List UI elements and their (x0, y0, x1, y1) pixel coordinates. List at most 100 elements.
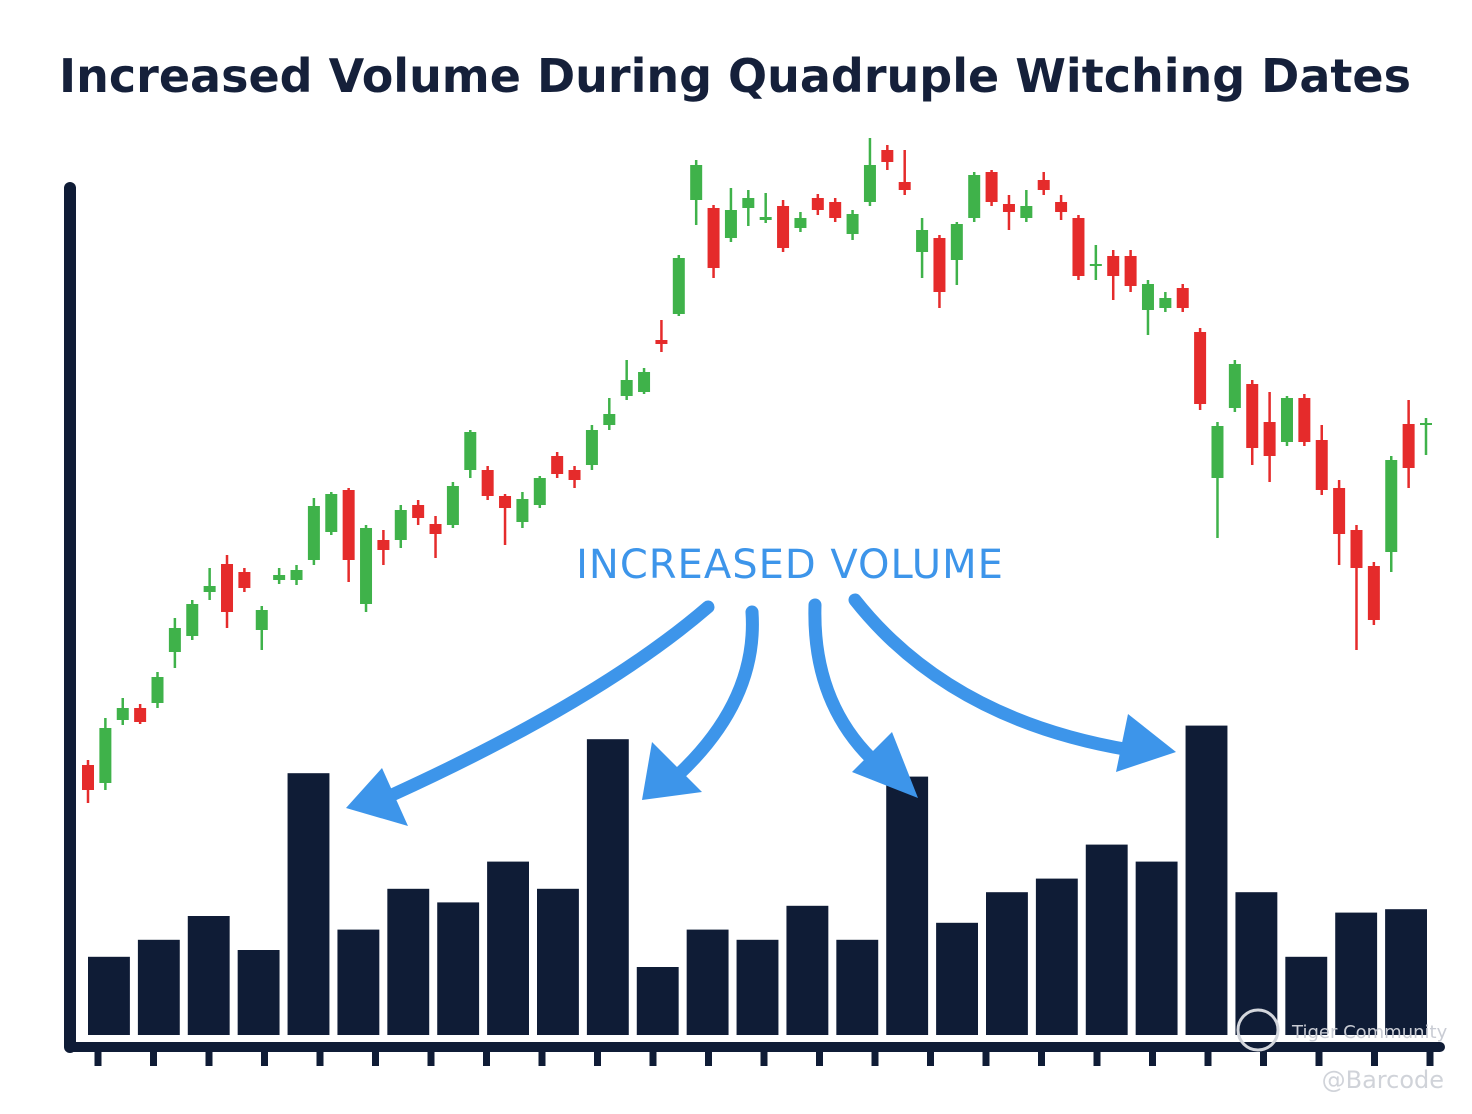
candle-body (742, 198, 755, 208)
candle-body (1228, 364, 1241, 408)
candle-body (863, 165, 876, 202)
candle-body (811, 198, 824, 210)
candle-body (1298, 398, 1311, 442)
candle-body (985, 172, 998, 202)
volume-bar (137, 939, 180, 1035)
candle-body (307, 506, 320, 560)
candle-body (1072, 218, 1085, 276)
candle-body (1385, 460, 1398, 552)
candle-body (446, 486, 459, 525)
candle-body (1333, 488, 1346, 534)
candle-body (950, 224, 963, 260)
candle-body (777, 206, 790, 248)
watermark: @Barcode (1322, 1066, 1444, 1094)
volume-bar (1335, 912, 1378, 1035)
candle-body (116, 708, 129, 720)
volume-bar (237, 950, 280, 1035)
candle-body (1141, 284, 1154, 310)
candle-body (82, 765, 94, 790)
volume-bar (1135, 861, 1178, 1035)
volume-bar (1285, 956, 1328, 1035)
candle-body (1159, 298, 1172, 308)
volume-bar (1035, 878, 1078, 1035)
arrow-head (346, 768, 408, 826)
arrow-head (1116, 714, 1176, 772)
candle-body (342, 490, 355, 560)
candle-body (933, 238, 946, 292)
candle-body (499, 496, 512, 508)
candle-body (377, 540, 390, 550)
candle-body (1315, 440, 1328, 490)
arrow-head (642, 742, 702, 800)
candle-body (829, 202, 842, 218)
candle-body (221, 564, 234, 612)
candle-layer (82, 138, 1432, 803)
volume-bar (986, 892, 1028, 1035)
candle-body (620, 380, 633, 396)
candle-body (1263, 422, 1276, 456)
candle-body (516, 499, 529, 522)
volume-bar (786, 905, 829, 1035)
chart-title: Increased Volume During Quadruple Witchi… (59, 49, 1411, 103)
x-ticks (94, 1050, 1434, 1066)
candle-body (1367, 566, 1380, 620)
candle-body (794, 218, 807, 228)
volume-bar (187, 916, 230, 1035)
candle-body (1420, 423, 1432, 425)
candle-body (1020, 206, 1033, 218)
volume-bar (586, 739, 629, 1035)
candle-body (1124, 256, 1137, 286)
candle-body (481, 470, 494, 496)
candle-body (168, 628, 181, 652)
candle-body (325, 494, 338, 532)
arrow-head (852, 732, 918, 798)
volume-bar (337, 929, 380, 1035)
candle-body (1246, 384, 1259, 448)
volume-bar (537, 888, 579, 1035)
candle-body (690, 165, 703, 200)
candle-body (846, 214, 859, 234)
candle-body (151, 677, 164, 703)
axes (64, 182, 1445, 1053)
arrow (848, 593, 1137, 757)
candle-body (724, 210, 737, 238)
candle-body (429, 524, 442, 534)
candle-body (1107, 256, 1120, 276)
candle-body (655, 340, 668, 344)
volume-bar (686, 929, 729, 1035)
candle-body (1089, 264, 1102, 266)
candle-body (1402, 424, 1415, 468)
candle-body (238, 572, 251, 588)
volume-bar (836, 939, 879, 1035)
arrows (385, 593, 1137, 802)
candle-body (568, 470, 581, 480)
watermark-logo (1236, 1008, 1280, 1052)
volume-bar (886, 776, 929, 1035)
candle-body (1350, 530, 1363, 568)
candle-body (1194, 332, 1207, 404)
candle-body (203, 586, 216, 592)
volume-bar (487, 861, 529, 1035)
volume-bar (736, 939, 779, 1035)
volume-bar (437, 902, 480, 1035)
candle-body (968, 175, 981, 218)
arrow-heads (346, 714, 1176, 826)
candle-body (360, 528, 373, 604)
volume-bar (387, 888, 430, 1035)
candle-body (464, 432, 477, 470)
volume-bar (88, 956, 130, 1035)
candle-body (898, 182, 911, 190)
candle-body (273, 575, 286, 580)
volume-bar (1185, 725, 1228, 1035)
candle-body (672, 258, 685, 314)
candle-body (134, 708, 147, 722)
arrow (671, 605, 759, 782)
candle-body (707, 208, 720, 268)
volume-bar (636, 967, 679, 1035)
candle-body (394, 510, 407, 540)
candle-body (99, 728, 112, 783)
candle-body (533, 478, 546, 505)
volume-bar (287, 773, 330, 1035)
candle-body (186, 604, 199, 636)
